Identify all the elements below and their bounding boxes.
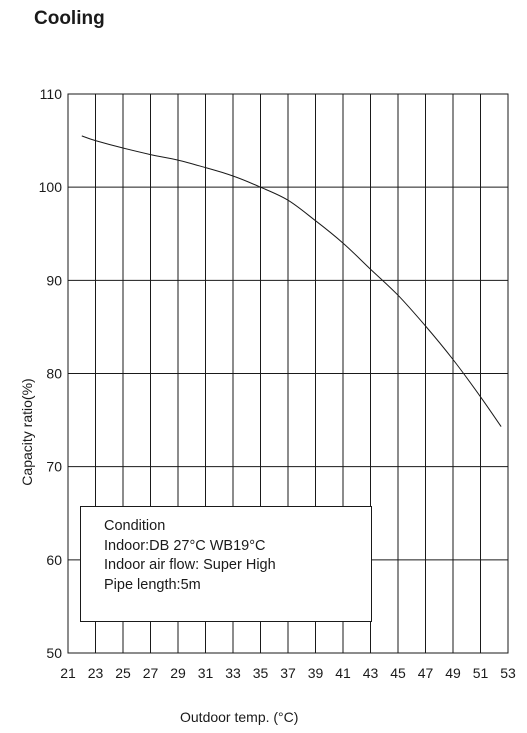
condition-line: Pipe length:5m xyxy=(104,576,201,593)
x-tick-label: 39 xyxy=(308,665,324,681)
y-tick-label: 50 xyxy=(46,645,62,661)
x-tick-label: 35 xyxy=(253,665,269,681)
x-tick-label: 45 xyxy=(390,665,406,681)
x-tick-label: 21 xyxy=(60,665,76,681)
x-tick-label: 25 xyxy=(115,665,131,681)
x-tick-label: 31 xyxy=(198,665,214,681)
y-tick-label: 80 xyxy=(46,366,62,382)
x-axis-label: Outdoor temp. (°C) xyxy=(180,709,299,725)
y-axis-label: Capacity ratio(%) xyxy=(19,378,35,486)
y-tick-label: 100 xyxy=(39,179,63,195)
x-tick-label: 27 xyxy=(143,665,159,681)
x-tick-label: 29 xyxy=(170,665,186,681)
condition-line: Indoor:DB 27°C WB19°C xyxy=(104,537,266,554)
x-tick-label: 53 xyxy=(500,665,516,681)
x-tick-label: 49 xyxy=(445,665,461,681)
chart-title: Cooling xyxy=(34,8,105,29)
x-tick-label: 23 xyxy=(88,665,104,681)
x-tick-label: 43 xyxy=(363,665,379,681)
y-tick-label: 110 xyxy=(40,86,63,102)
condition-line: Indoor air flow: Super High xyxy=(104,557,276,573)
y-tick-label: 90 xyxy=(46,272,62,288)
series-line xyxy=(81,135,502,427)
y-tick-label: 60 xyxy=(46,552,62,568)
y-tick-label: 70 xyxy=(46,459,62,475)
x-tick-label: 51 xyxy=(473,665,489,681)
condition-annotation: Condition Indoor:DB 27°C WB19°C Indoor a… xyxy=(80,506,372,622)
x-tick-labels: 21 23 25 27 29 31 33 35 37 39 41 43 45 47 49 51 53 xyxy=(60,665,516,681)
x-tick-label: 47 xyxy=(418,665,434,681)
x-tick-label: 37 xyxy=(280,665,296,681)
plot-frame xyxy=(67,93,509,654)
y-tick-labels: 50 60 70 80 90 100 110 xyxy=(39,86,63,661)
condition-line: Condition xyxy=(104,518,166,534)
x-tick-label: 41 xyxy=(335,665,351,681)
x-tick-label: 33 xyxy=(225,665,241,681)
